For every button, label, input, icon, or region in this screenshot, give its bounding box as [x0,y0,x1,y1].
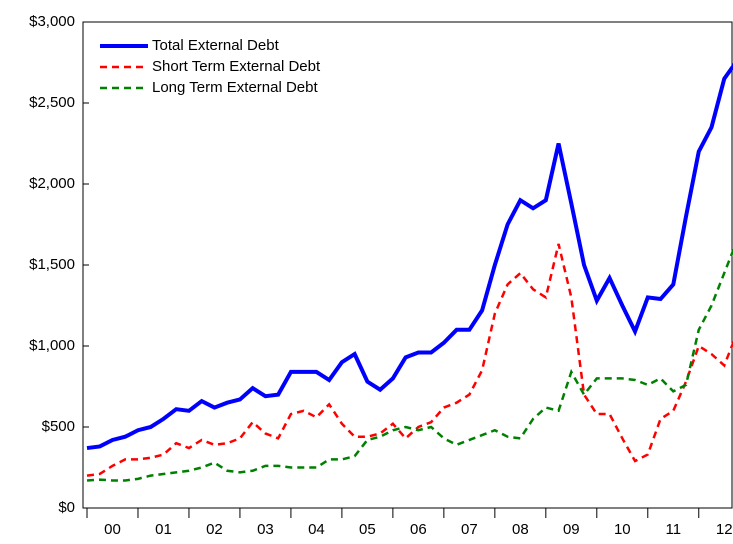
x-tick-label: 07 [461,521,478,538]
legend-label: Short Term External Debt [152,58,321,75]
x-tick-label: 10 [614,521,631,538]
y-tick-label: $3,000 [29,13,75,30]
x-tick-label: 06 [410,521,427,538]
x-tick-label: 08 [512,521,529,538]
y-tick-label: $2,000 [29,175,75,192]
x-tick-label: 01 [155,521,172,538]
x-tick-label: 09 [563,521,580,538]
y-tick-label: $1,000 [29,337,75,354]
legend-label: Long Term External Debt [152,79,318,96]
y-tick-label: $500 [42,418,75,435]
series-line [86,63,733,451]
x-tick-label: 00 [104,521,121,538]
legend-label: Total External Debt [152,37,280,54]
series-line [86,243,733,477]
y-tick-label: $2,500 [29,94,75,111]
x-tick-label: 12 [716,521,733,538]
x-tick-label: 05 [359,521,376,538]
y-tick-label: $0 [58,499,75,516]
y-tick-label: $1,500 [29,256,75,273]
x-tick-label: 02 [206,521,223,538]
x-tick-label: 11 [665,521,681,538]
x-tick-label: 04 [308,521,325,538]
series-line [86,247,733,482]
x-tick-label: 03 [257,521,274,538]
